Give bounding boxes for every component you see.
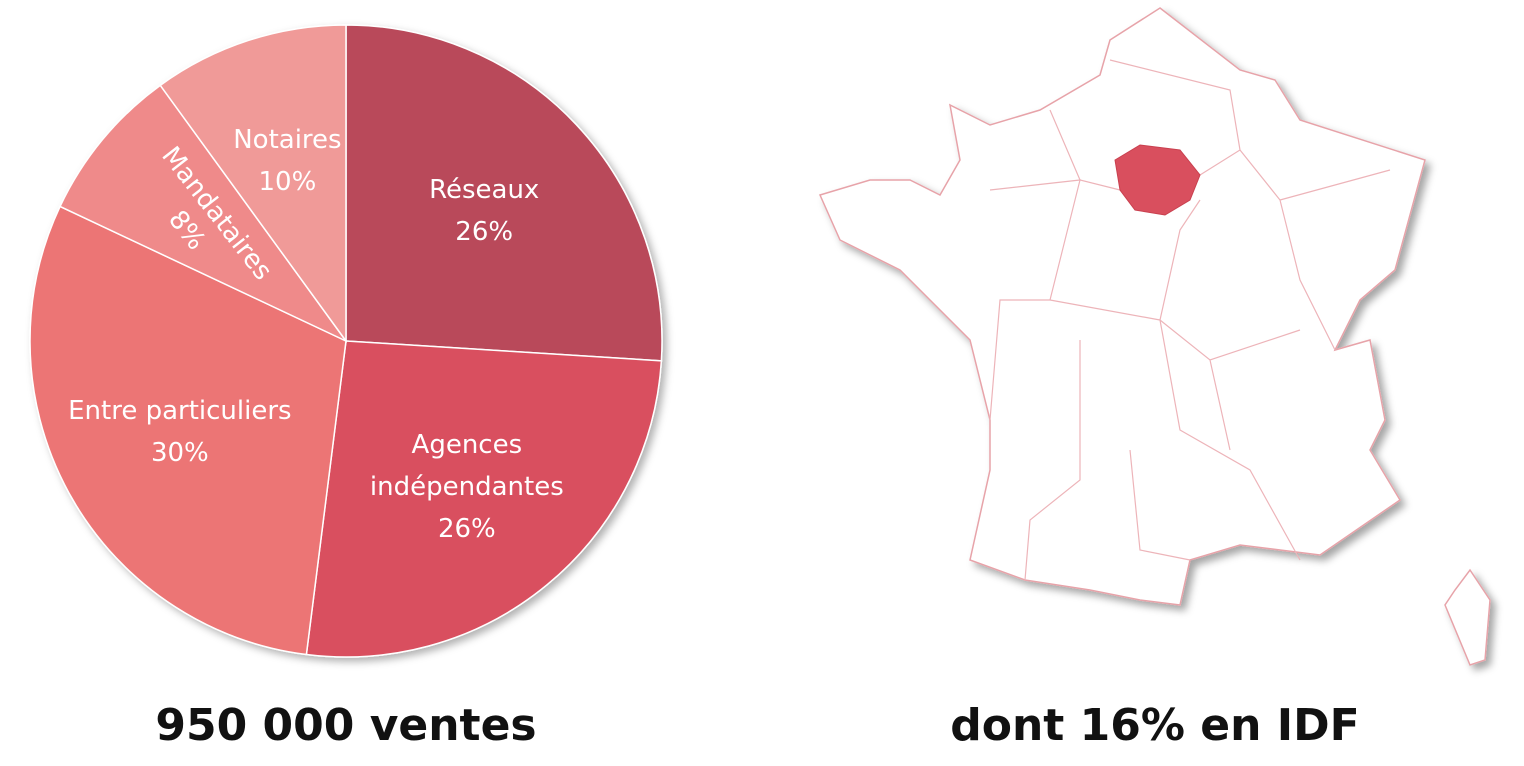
slices (29, 24, 663, 658)
category-label: Réseaux (429, 175, 540, 206)
value-label: 26% (437, 514, 496, 545)
slice-label: Agences indépendantes 26% (347, 424, 587, 550)
idf-region (1114, 144, 1201, 216)
pie-caption: 950 000 ventes (155, 700, 537, 751)
value-label: 10% (258, 166, 317, 197)
value-label: 26% (455, 217, 514, 248)
region-borders (989, 59, 1391, 581)
corsica (1444, 568, 1491, 666)
slice-label: Réseaux 26% (364, 169, 604, 253)
pie-slice (345, 24, 663, 362)
category-label: Entre particuliers (68, 396, 292, 427)
category-label: Agences indépendantes (369, 430, 564, 503)
pie-slice (159, 24, 347, 344)
france-outline (818, 7, 1426, 606)
pie-chart (29, 24, 663, 658)
category-label: Notaires (233, 124, 342, 155)
map (818, 7, 1491, 666)
value-label: 30% (150, 438, 209, 469)
pie-slice (59, 84, 347, 342)
map-caption: dont 16% en IDF (950, 700, 1360, 751)
pie-slice (305, 340, 663, 658)
pie-slice (29, 205, 347, 656)
slice-label: Entre particuliers 30% (60, 390, 300, 474)
slice-label: Notaires 10% (212, 119, 362, 203)
